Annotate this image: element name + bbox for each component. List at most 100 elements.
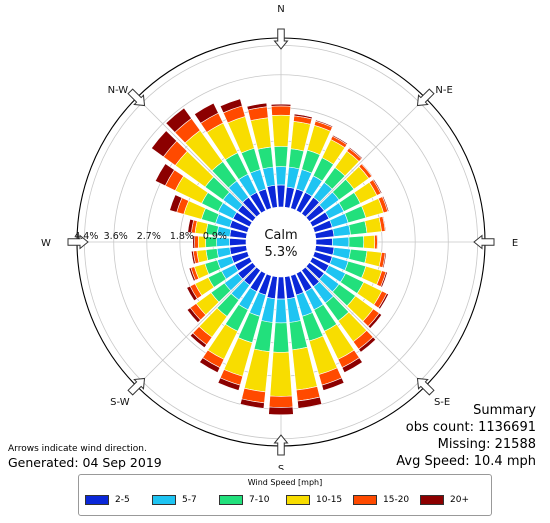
rose-bar-segment (321, 377, 345, 391)
summary-title: Summary (473, 403, 536, 418)
rose-bar-segment (194, 235, 199, 249)
rose-bar-segment (199, 357, 221, 374)
calm-circle (249, 210, 313, 274)
rose-bar-segment (276, 184, 286, 208)
rose-bar-segment (372, 178, 383, 194)
direction-label: N-W (108, 85, 129, 96)
rose-bar-segment (194, 102, 219, 124)
rose-bar-segment (332, 236, 350, 248)
rose-bar-segment (239, 398, 265, 409)
legend-label: 20+ (450, 495, 469, 505)
rose-bar-segment (361, 163, 373, 177)
direction-arrow-icon (67, 234, 89, 250)
direction-arrow-icon (416, 377, 435, 396)
rose-bar-segment (274, 298, 288, 324)
rose-bar-segment (382, 252, 387, 269)
rose-bar-segment (191, 250, 196, 265)
footnote: Arrows indicate wind direction. Generate… (8, 444, 162, 470)
rose-bar-segment (378, 292, 389, 310)
grid-spoke (136, 266, 257, 387)
grid-spoke (305, 266, 426, 387)
ring-label: 0.9% (203, 231, 227, 242)
direction-arrow-icon (273, 434, 289, 456)
rose-bar-segment (276, 276, 286, 300)
rose-bar-segment (364, 250, 382, 268)
legend-item: 10-15 (286, 495, 353, 505)
polar-overlay (67, 28, 495, 456)
legend-label: 5-7 (182, 495, 197, 505)
grid-spoke (136, 97, 257, 218)
ring-label: 1.8% (170, 231, 194, 242)
rose-bar-segment (376, 234, 379, 250)
rose-bar-segment (186, 285, 198, 302)
direction-label: N (277, 4, 284, 15)
rose-bar-segment (275, 166, 287, 186)
rose-bar-segment (380, 271, 388, 288)
rose-bar-segment (165, 107, 192, 133)
calm-value: 5.3% (264, 245, 297, 260)
rose-bar-segment (219, 98, 243, 114)
rose-bar-segment (189, 332, 208, 349)
rose-bar-segment (332, 134, 348, 145)
rose-bar-segment (273, 146, 289, 168)
rose-bar-segment (364, 216, 382, 234)
rose-bar-segment (382, 215, 387, 232)
legend-item: 20+ (420, 495, 487, 505)
direction-label: W (41, 238, 51, 249)
rose-bar-segment (363, 234, 376, 250)
direction-label: N-E (435, 85, 452, 96)
rose-bar-segment (151, 130, 178, 158)
rose-bar-segment (216, 246, 232, 259)
legend-swatch (219, 495, 243, 505)
rose-bar-segment (315, 237, 333, 247)
legend-swatch (353, 495, 377, 505)
rose-bar-segment (271, 114, 291, 147)
ring-label: 2.7% (137, 231, 161, 242)
legend-swatch (85, 495, 109, 505)
rose-bar-segment (348, 248, 368, 264)
legend-swatch (286, 495, 310, 505)
legend-swatch (152, 495, 176, 505)
grid-spoke (305, 97, 426, 218)
rose-bar-segment (217, 377, 241, 391)
rose-bar-segment (374, 234, 378, 250)
legend-item: 15-20 (353, 495, 420, 505)
legend-label: 10-15 (316, 495, 343, 505)
rose-bar-segment (288, 148, 305, 170)
rose-bar-segment (270, 103, 292, 107)
direction-arrow-icon (273, 28, 289, 50)
rose-bar-segment (188, 267, 196, 282)
rose-bar-segment (270, 105, 292, 116)
obs-count: obs count: 1136691 (405, 420, 536, 435)
legend-label: 15-20 (383, 495, 410, 505)
rose-bar-segment (272, 322, 290, 353)
rose-bar-segment (269, 351, 293, 397)
missing-count: Missing: 21588 (437, 437, 536, 452)
rose-bar-segment (358, 336, 377, 353)
direction-arrow-icon (416, 88, 435, 107)
rose-bar-segment (169, 194, 183, 213)
legend: Wind Speed [mph] 2-5 5-7 7-10 10-15 15-20 20+ (78, 474, 492, 516)
generated-date: Generated: 04 Sep 2019 (8, 455, 162, 470)
legend-item: 5-7 (152, 495, 219, 505)
rose-bar-segment (192, 235, 196, 249)
direction-label: E (512, 238, 518, 249)
rose-bar-segment (187, 218, 194, 234)
rose-bar-segment (154, 163, 175, 187)
calm-label: Calm (264, 228, 297, 243)
rose-bar-segment (293, 113, 313, 120)
avg-speed: Avg Speed: 10.4 mph (396, 454, 536, 469)
legend-label: 7-10 (249, 495, 270, 505)
legend-label: 2-5 (115, 495, 130, 505)
arrows-note: Arrows indicate wind direction. (8, 444, 147, 454)
rose-bar-segment (381, 195, 390, 212)
rose-bar-segment (186, 307, 201, 324)
rose-bar-segment (205, 248, 219, 261)
legend-swatch (420, 495, 444, 505)
direction-arrow-icon (473, 234, 495, 250)
direction-arrow-icon (127, 88, 146, 107)
direction-label: S-W (110, 397, 130, 408)
rose-bar-segment (348, 146, 363, 160)
rose-bar-segment (268, 406, 294, 416)
direction-arrow-icon (127, 377, 146, 396)
